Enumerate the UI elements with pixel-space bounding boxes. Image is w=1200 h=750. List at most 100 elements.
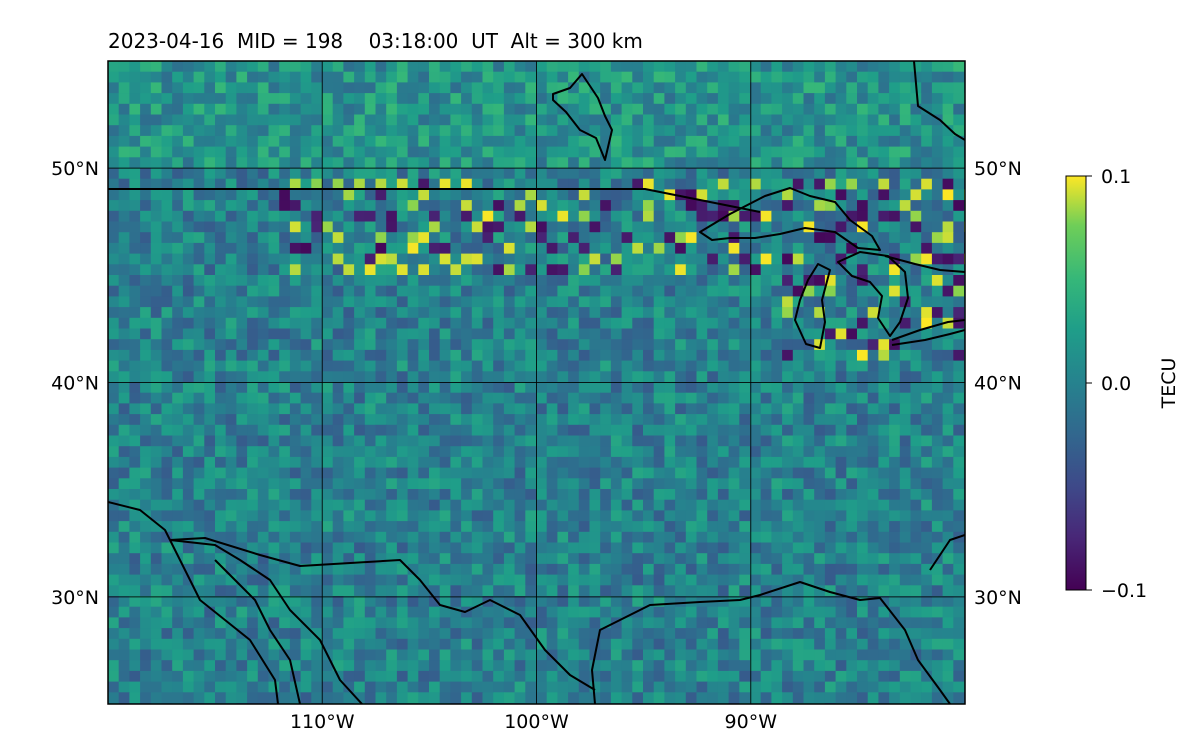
- field-cell: [129, 510, 141, 522]
- field-cell: [182, 553, 195, 565]
- field-cell: [161, 210, 173, 223]
- field-cell: [482, 339, 494, 351]
- coastlines: [108, 61, 965, 704]
- field-cell: [717, 574, 730, 586]
- field-cell: [311, 424, 323, 437]
- field-cell: [150, 210, 163, 223]
- field-cell: [172, 264, 184, 276]
- field-cell: [450, 467, 462, 479]
- field-cell: [824, 424, 837, 437]
- field-cell: [300, 61, 312, 73]
- field-cell: [525, 553, 537, 565]
- field-cell: [589, 264, 601, 276]
- field-cell: [322, 82, 334, 94]
- field-cell: [225, 178, 237, 190]
- field-cell: [889, 489, 901, 501]
- field-cell: [439, 135, 451, 148]
- field-cell: [461, 617, 473, 629]
- field-cell: [696, 499, 708, 511]
- field-cell: [857, 114, 869, 126]
- field-cell: [108, 638, 120, 651]
- field-cell: [653, 692, 665, 704]
- field-cell: [204, 360, 216, 372]
- field-cell: [910, 499, 922, 511]
- field-cell: [792, 531, 805, 544]
- field-cell: [824, 596, 837, 608]
- field-cell: [429, 210, 441, 223]
- field-cell: [771, 478, 783, 490]
- field-cell: [439, 221, 451, 233]
- field-cell: [225, 307, 237, 319]
- field-cell: [161, 670, 173, 683]
- field-cell: [118, 681, 130, 693]
- field-cell: [193, 221, 205, 233]
- field-cell: [129, 660, 141, 672]
- field-cell: [846, 210, 858, 223]
- field-cell: [493, 424, 505, 437]
- field-cell: [354, 499, 366, 511]
- field-cell: [899, 360, 912, 372]
- field-cell: [471, 382, 484, 394]
- field-cell: [225, 692, 237, 704]
- field-cell: [311, 553, 323, 565]
- field-cell: [867, 253, 879, 265]
- field-cell: [150, 617, 163, 629]
- field-cell: [857, 649, 869, 661]
- field-cell: [610, 242, 623, 255]
- field-cell: [760, 285, 772, 297]
- field-cell: [557, 563, 569, 576]
- field-cell: [557, 638, 569, 651]
- field-cell: [675, 328, 687, 340]
- field-cell: [889, 692, 901, 704]
- field-cell: [268, 681, 280, 693]
- field-cell: [418, 596, 430, 608]
- field-cell: [814, 681, 826, 693]
- field-cell: [247, 71, 259, 83]
- field-cell: [760, 510, 772, 522]
- field-cell: [707, 242, 719, 255]
- field-cell: [664, 296, 676, 308]
- field-cell: [557, 510, 569, 522]
- field-cell: [846, 339, 858, 351]
- field-cell: [514, 157, 526, 169]
- field-cell: [129, 360, 141, 372]
- field-cell: [140, 649, 152, 661]
- field-cell: [878, 210, 890, 223]
- field-cell: [728, 146, 740, 158]
- field-cell: [247, 317, 259, 330]
- field-cell: [193, 200, 205, 212]
- field-cell: [172, 628, 184, 640]
- field-cell: [161, 285, 173, 297]
- field-cell: [118, 563, 130, 576]
- field-cell: [878, 456, 890, 469]
- field-cell: [760, 574, 772, 586]
- field-cell: [386, 489, 398, 501]
- field-cell: [236, 617, 248, 629]
- field-cell: [653, 210, 665, 223]
- field-cell: [600, 446, 612, 458]
- field-cell: [707, 585, 719, 597]
- field-cell: [247, 446, 259, 458]
- field-cell: [129, 392, 141, 404]
- field-cell: [568, 414, 580, 426]
- field-cell: [889, 392, 901, 404]
- field-cell: [150, 628, 163, 640]
- field-cell: [931, 285, 944, 297]
- field-cell: [953, 692, 965, 704]
- field-cell: [268, 93, 280, 105]
- field-cell: [108, 200, 120, 212]
- field-cell: [182, 660, 195, 672]
- field-cell: [364, 670, 377, 683]
- field-cell: [525, 189, 537, 201]
- field-cell: [322, 638, 334, 651]
- field-cell: [461, 146, 473, 158]
- field-cell: [108, 489, 120, 501]
- field-cell: [118, 521, 130, 533]
- field-cell: [140, 200, 152, 212]
- field-cell: [910, 521, 922, 533]
- field-cell: [792, 360, 805, 372]
- field-cell: [931, 424, 944, 437]
- field-cell: [546, 692, 558, 704]
- field-cell: [921, 307, 933, 319]
- field-cell: [878, 660, 890, 672]
